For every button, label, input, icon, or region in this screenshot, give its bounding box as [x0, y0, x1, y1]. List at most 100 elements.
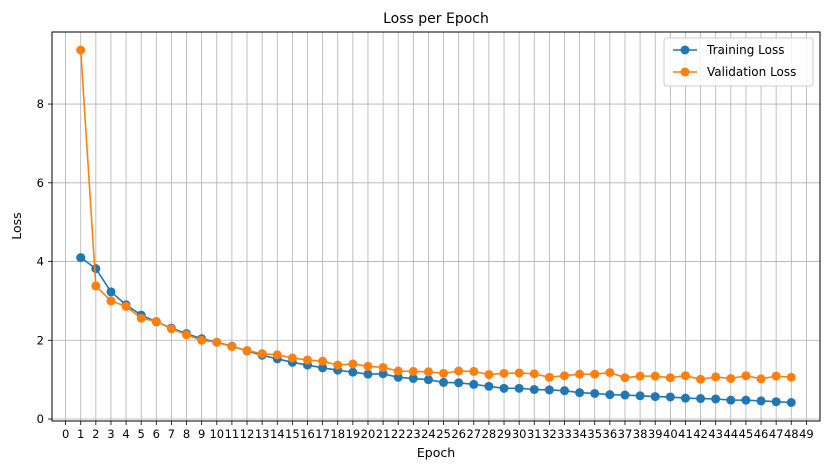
x-axis-ticks: 0 1 2 3 4 5 6 7 8 9 10 11 12 13 14 15 16 17 18 19 20 21 22 23 24… — [62, 421, 814, 441]
data-point — [106, 296, 116, 306]
x-tick-label: 5 — [138, 427, 145, 441]
data-point — [91, 281, 101, 291]
x-tick-label: 0 — [62, 427, 69, 441]
x-tick-label: 32 — [542, 427, 557, 441]
x-tick-label: 31 — [527, 427, 542, 441]
x-tick-label: 8 — [183, 427, 190, 441]
y-tick-label: 0 — [37, 412, 44, 426]
data-point — [227, 342, 237, 352]
x-tick-label: 47 — [769, 427, 784, 441]
x-tick-label: 40 — [663, 427, 678, 441]
x-tick-label: 38 — [633, 427, 648, 441]
x-tick-label: 20 — [361, 427, 376, 441]
x-tick-label: 18 — [330, 427, 345, 441]
x-tick-label: 12 — [240, 427, 255, 441]
data-point — [76, 253, 86, 263]
data-point — [378, 362, 388, 372]
x-tick-label: 39 — [648, 427, 663, 441]
series-training-loss — [76, 253, 796, 407]
chart-title: Loss per Epoch — [383, 11, 489, 27]
data-point — [544, 385, 554, 395]
x-tick-label: 25 — [436, 427, 451, 441]
data-point — [544, 372, 554, 382]
data-point — [348, 359, 358, 369]
x-tick-label: 45 — [739, 427, 754, 441]
data-point — [756, 396, 766, 406]
data-point — [272, 350, 282, 360]
x-tick-label: 4 — [122, 427, 129, 441]
data-point — [484, 381, 494, 391]
data-point — [771, 397, 781, 407]
y-axis-ticks: 0 2 4 6 8 — [37, 97, 52, 426]
x-tick-label: 41 — [678, 427, 693, 441]
x-tick-label: 7 — [168, 427, 175, 441]
data-point — [287, 353, 297, 363]
data-point — [696, 374, 706, 384]
x-tick-label: 21 — [376, 427, 391, 441]
data-point — [605, 390, 615, 400]
data-point — [514, 383, 524, 393]
x-tick-label: 29 — [497, 427, 512, 441]
data-point — [560, 371, 570, 381]
data-point — [635, 391, 645, 401]
x-tick-label: 28 — [482, 427, 497, 441]
data-point — [423, 375, 433, 385]
data-point — [378, 369, 388, 379]
x-tick-label: 26 — [451, 427, 466, 441]
data-point — [212, 337, 222, 347]
y-tick-label: 8 — [37, 97, 44, 111]
data-point — [529, 369, 539, 379]
data-point — [166, 324, 176, 334]
x-tick-label: 46 — [754, 427, 769, 441]
y-tick-label: 6 — [37, 176, 44, 190]
x-tick-label: 34 — [572, 427, 587, 441]
data-point — [242, 346, 252, 356]
legend: Training Loss Validation Loss — [663, 37, 814, 87]
y-axis-label: Loss — [9, 212, 24, 239]
data-point — [499, 368, 509, 378]
x-tick-label: 9 — [198, 427, 205, 441]
x-tick-label: 16 — [300, 427, 315, 441]
data-point — [423, 367, 433, 377]
x-tick-label: 27 — [466, 427, 481, 441]
grid-lines — [52, 32, 820, 421]
data-point — [726, 395, 736, 405]
data-point — [393, 366, 403, 376]
data-point — [121, 301, 131, 311]
data-point — [408, 373, 418, 383]
data-point — [318, 356, 328, 366]
data-point — [650, 371, 660, 381]
data-point — [348, 367, 358, 377]
data-point — [711, 394, 721, 404]
x-tick-label: 42 — [693, 427, 708, 441]
data-point — [393, 372, 403, 382]
data-point — [756, 374, 766, 384]
x-tick-label: 6 — [153, 427, 160, 441]
data-point — [197, 335, 207, 345]
data-point — [454, 378, 464, 388]
data-point — [590, 388, 600, 398]
data-point — [560, 386, 570, 396]
x-tick-label: 24 — [421, 427, 436, 441]
x-tick-label: 11 — [225, 427, 240, 441]
plot-frame — [51, 31, 821, 422]
data-point — [514, 368, 524, 378]
data-point — [454, 366, 464, 376]
data-point — [439, 368, 449, 378]
x-tick-label: 44 — [723, 427, 738, 441]
data-point — [620, 390, 630, 400]
data-point — [741, 395, 751, 405]
data-point — [696, 394, 706, 404]
data-point — [680, 393, 690, 403]
data-point — [76, 45, 86, 55]
x-tick-label: 36 — [603, 427, 618, 441]
x-tick-label: 22 — [391, 427, 406, 441]
legend-marker-training — [680, 45, 690, 55]
data-point — [590, 369, 600, 379]
data-point — [136, 313, 146, 323]
x-tick-label: 37 — [618, 427, 633, 441]
data-point — [257, 349, 267, 359]
legend-label-training: Training Loss — [706, 43, 784, 57]
data-point — [605, 368, 615, 378]
